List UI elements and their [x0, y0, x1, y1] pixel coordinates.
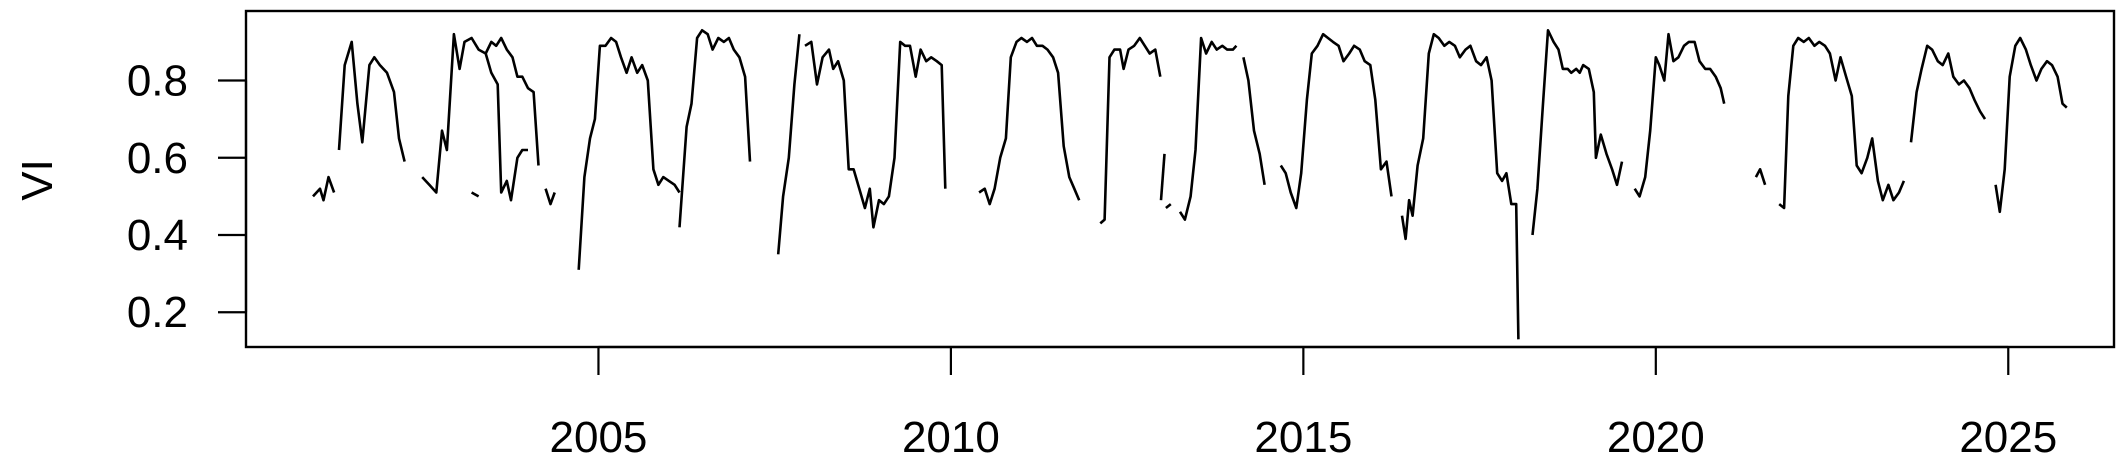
plot-frame: [246, 11, 2114, 347]
vi-series-segment: [313, 177, 334, 200]
x-tick-label: 2015: [1254, 413, 1352, 462]
vi-series-segment: [805, 42, 945, 227]
vi-series-segment: [486, 38, 539, 166]
vi-series-segment: [1402, 34, 1518, 339]
x-tick-label: 2005: [550, 413, 648, 462]
y-tick-label: 0.2: [127, 288, 188, 337]
x-tick-label: 2025: [1959, 413, 2057, 462]
vi-series-segment: [472, 193, 479, 197]
vi-series-segment: [1161, 154, 1165, 200]
x-tick-label: 2020: [1607, 413, 1705, 462]
vi-series-segment: [579, 38, 680, 270]
vi-series-segment: [1996, 38, 2067, 212]
x-axis: 2005 2010 2015 2020 2025: [550, 347, 2058, 462]
y-tick-label: 0.6: [127, 134, 188, 183]
vi-series-segment: [1911, 46, 1985, 143]
y-tick-label: 0.8: [127, 57, 188, 106]
y-tick-label: 0.4: [127, 211, 188, 260]
vi-series-segment: [339, 42, 405, 162]
vi-series-segment: [1243, 57, 1264, 185]
x-tick-label: 2010: [902, 413, 1000, 462]
vi-series-segment: [1166, 204, 1171, 208]
vi-series-segment: [1635, 34, 1725, 196]
vi-series-segment: [778, 34, 799, 254]
vi-series-segment: [1779, 38, 1904, 208]
vi-series-segment: [1281, 34, 1392, 208]
vi-series-segment: [680, 30, 751, 227]
vi-series-segment: [1756, 169, 1765, 185]
series-layer: [313, 30, 2067, 339]
vi-series-segment: [1180, 38, 1236, 220]
vi-series-segment: [1100, 38, 1160, 223]
vi-series-segment: [979, 38, 1079, 204]
y-axis: 0.2 0.4 0.6 0.8: [127, 57, 246, 338]
y-axis-title: VI: [13, 159, 62, 201]
vi-series-segment: [1533, 30, 1623, 235]
vi-series-segment: [546, 189, 555, 204]
